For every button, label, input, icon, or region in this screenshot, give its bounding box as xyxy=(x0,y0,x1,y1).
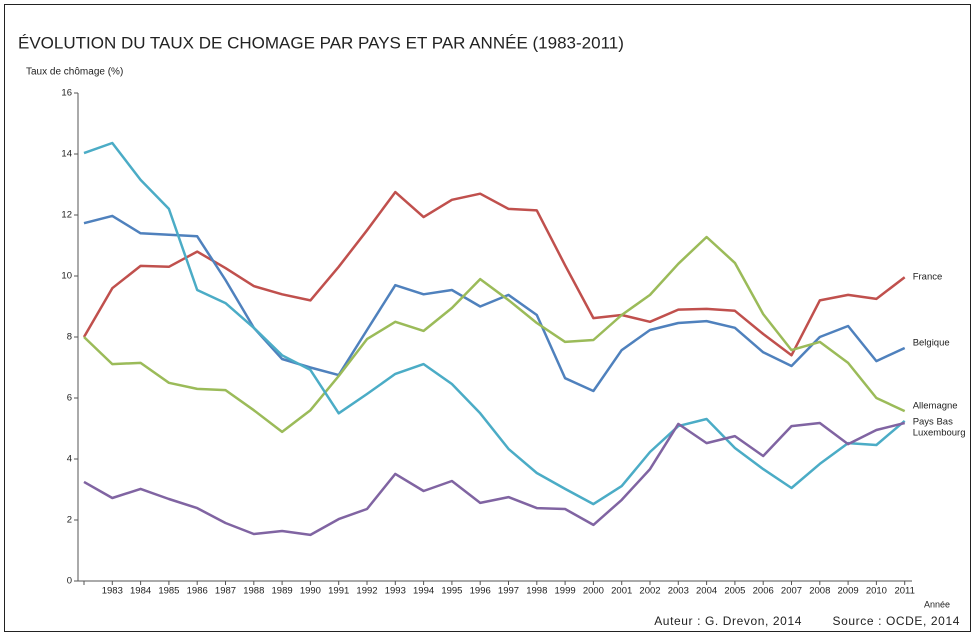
x-tick-label: 2003 xyxy=(668,586,689,597)
x-tick-label: 1989 xyxy=(272,586,293,597)
legend-label: Allemagne xyxy=(913,401,958,412)
source-note: Source : OCDE, 2014 xyxy=(833,614,960,628)
x-tick-label: 2008 xyxy=(809,586,830,597)
y-tick-label: 6 xyxy=(67,393,72,404)
y-tick-label: 0 xyxy=(67,576,72,587)
x-tick-label: 1990 xyxy=(300,586,321,597)
x-tick-label: 1986 xyxy=(187,586,208,597)
legend-label: Pays Bas xyxy=(913,417,953,428)
series-line xyxy=(83,235,906,434)
legend-label: France xyxy=(913,272,943,283)
x-tick-label: 2011 xyxy=(894,586,914,597)
x-tick-label: 1998 xyxy=(526,586,547,597)
legend-label: Luxembourg xyxy=(913,428,966,439)
y-tick-label: 10 xyxy=(61,271,72,282)
legend-label: Belgique xyxy=(913,337,950,348)
series-line xyxy=(83,214,906,393)
y-tick-label: 2 xyxy=(67,515,72,526)
x-tick-label: 2001 xyxy=(611,586,632,597)
x-tick-label: 2005 xyxy=(724,586,745,597)
x-tick-label: 1999 xyxy=(555,586,576,597)
x-tick-label: 1991 xyxy=(328,586,349,597)
x-tick-label: 2010 xyxy=(866,586,887,597)
x-tick-label: 2000 xyxy=(583,586,604,597)
y-tick-label: 12 xyxy=(61,210,72,221)
x-tick-label: 2006 xyxy=(753,586,774,597)
y-axis-label: Taux de chômage (%) xyxy=(26,67,123,78)
x-tick-label: 1997 xyxy=(498,586,519,597)
y-tick-label: 8 xyxy=(67,332,72,343)
author-note: Auteur : G. Drevon, 2014 xyxy=(654,614,802,628)
x-tick-label: 1983 xyxy=(102,586,123,597)
x-tick-label: 1993 xyxy=(385,586,406,597)
x-tick-label: 1985 xyxy=(158,586,179,597)
x-axis-label: Année xyxy=(924,599,950,609)
series-line xyxy=(83,141,906,506)
x-tick-label: 2004 xyxy=(696,586,717,597)
x-tick-label: 2009 xyxy=(838,586,859,597)
x-tick-label: 2002 xyxy=(639,586,660,597)
x-tick-label: 1984 xyxy=(130,586,151,597)
x-tick-label: 2007 xyxy=(781,586,802,597)
x-tick-label: 1995 xyxy=(441,586,462,597)
x-tick-label: 1987 xyxy=(215,586,236,597)
y-tick-label: 14 xyxy=(61,149,72,160)
x-tick-label: 1992 xyxy=(356,586,377,597)
y-tick-label: 16 xyxy=(61,88,72,99)
series-line xyxy=(82,190,906,357)
series-line xyxy=(83,421,906,537)
y-tick-label: 4 xyxy=(67,454,72,465)
frame xyxy=(4,4,971,632)
chart-title: ÉVOLUTION DU TAUX DE CHOMAGE PAR PAYS ET… xyxy=(18,33,624,52)
x-tick-label: 1996 xyxy=(470,586,491,597)
x-tick-label: 1988 xyxy=(243,586,264,597)
x-tick-label: 1994 xyxy=(413,586,434,597)
